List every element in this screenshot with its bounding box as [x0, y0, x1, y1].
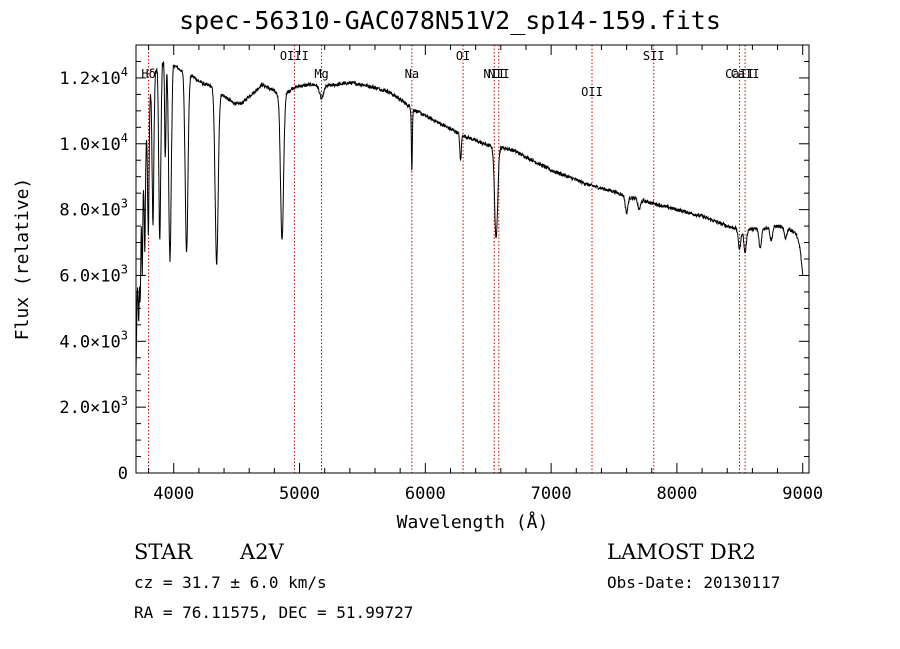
y-tick-label: 1.0×104	[59, 131, 128, 155]
coordinates-readout: RA = 76.11575, DEC = 51.99727	[134, 603, 414, 622]
line-marker-label: NII	[488, 67, 510, 81]
x-tick-label: 6000	[405, 484, 446, 504]
line-marker-label: Hδ	[141, 67, 155, 81]
y-tick-label: 4.0×103	[59, 328, 128, 352]
x-tick-label: 9000	[782, 484, 823, 504]
y-tick-label: 1.2×104	[59, 65, 128, 89]
observation-date: Obs-Date: 20130117	[607, 573, 781, 592]
line-marker-label: SII	[643, 49, 665, 63]
axes-group: 4000 5000 6000 7000 8000 9000 0 2.0×103 4.0×103 6…	[12, 44, 823, 533]
line-marker-label: OII	[581, 85, 603, 99]
line-marker-group	[148, 45, 746, 473]
line-marker-label: CaII	[731, 67, 760, 81]
line-marker-label: CaII	[725, 67, 754, 81]
redshift-readout: cz = 31.7 ± 6.0 km/s	[134, 573, 327, 592]
x-tick-label: 7000	[531, 484, 572, 504]
line-marker-label: Mg	[314, 67, 328, 81]
plot-frame	[135, 44, 810, 474]
y-tick-label: 0	[118, 464, 128, 484]
survey-name: LAMOST DR2	[607, 540, 756, 564]
chart-title: spec-56310-GAC078N51V2_sp14-159.fits	[179, 6, 721, 35]
object-type: STAR	[134, 540, 193, 564]
x-tick-label: 8000	[656, 484, 697, 504]
spectrum-line	[135, 61, 804, 373]
spectrum-series-group	[135, 61, 804, 373]
x-tick-label: 4000	[153, 484, 194, 504]
y-tick-label: 6.0×103	[59, 262, 128, 286]
line-marker-label: OIII	[280, 49, 309, 63]
line-marker-label: Na	[405, 67, 419, 81]
y-tick-label: 8.0×103	[59, 197, 128, 221]
x-tick-label: 5000	[279, 484, 320, 504]
line-marker-label: OI	[456, 49, 470, 63]
spectral-subclass: A2V	[240, 540, 284, 564]
y-tick-label: 2.0×103	[59, 394, 128, 418]
line-marker-label: NII	[483, 67, 505, 81]
y-axis-label: Flux (relative)	[12, 178, 33, 341]
x-axis-label: Wavelength (Å)	[397, 511, 549, 533]
